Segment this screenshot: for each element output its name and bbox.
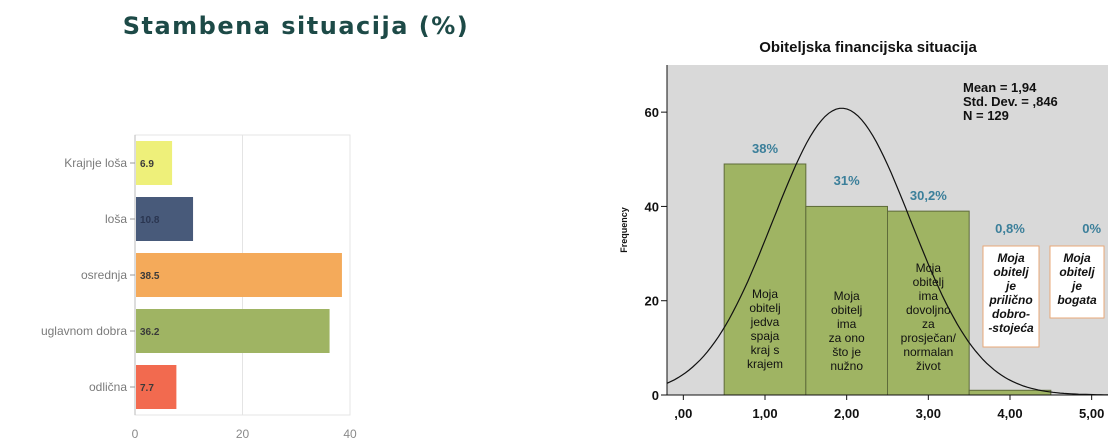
bar-category-line: obitelj	[913, 275, 944, 289]
annotation-line: obitelj	[1059, 265, 1095, 279]
percent-label: 31%	[834, 173, 860, 188]
bar-category-line: ima	[837, 317, 857, 331]
y-tick-label: 40	[645, 199, 659, 214]
bar-category-line: kraj s	[751, 343, 780, 357]
category-label: osrednja	[81, 268, 127, 282]
annotation-line: je	[1070, 279, 1082, 293]
x-tick-label: 3,00	[916, 406, 941, 421]
normal-curve	[666, 107, 1108, 396]
bar-category-line: obitelj	[831, 303, 862, 317]
left-chart-title: Stambena situacija (%)	[122, 12, 470, 40]
x-tick-label: 40	[343, 427, 357, 441]
bar-category-line: život	[916, 359, 941, 373]
bar-category-line: nužno	[830, 359, 863, 373]
bar-category-line: Moja	[834, 289, 860, 303]
bar-category-label: Mcjaobiteljimadovoljnozaprosječan/normal…	[901, 261, 957, 373]
category-label: loša	[105, 212, 127, 226]
category-label: Krajnje loša	[64, 156, 127, 170]
histogram-bar	[968, 389, 1052, 396]
histogram-bar	[887, 210, 970, 396]
data-label: 6.9	[140, 159, 154, 170]
bar-category-line: za ono	[829, 331, 865, 345]
chart-title: Obiteljska financijska situacija	[759, 39, 977, 56]
annotation-line: Moja	[997, 251, 1025, 265]
x-tick-label: ,00	[674, 406, 692, 421]
housing-bar-chart: 0 20 40 Krajnje loša 6.9 loša 10.8 osrednja 38.5…	[41, 134, 357, 441]
annotation-line: prilično	[988, 293, 1032, 307]
x-tick-label: 0	[132, 427, 139, 441]
y-tick-label: 0	[652, 388, 659, 403]
data-label: 38.5	[140, 271, 160, 282]
y-axis-label: Frequency	[619, 207, 629, 253]
bar	[136, 309, 330, 353]
annotation-frame	[1049, 245, 1105, 319]
percent-label: 0,8%	[995, 221, 1025, 236]
annotation-line: dobro-	[992, 307, 1030, 321]
bar	[136, 141, 173, 185]
stats-line: Mean = 1,94	[963, 80, 1037, 95]
annotation-line: je	[1004, 279, 1016, 293]
x-tick-label: 1,00	[752, 406, 777, 421]
data-label: 36.2	[140, 327, 160, 338]
annotation-line: Moja	[1063, 251, 1091, 265]
bar-category-line: što je	[832, 345, 861, 359]
category-label: odlična	[89, 380, 127, 394]
bar-category-line: prosječan/	[901, 331, 957, 345]
x-tick-label: 20	[236, 427, 250, 441]
bar-category-line: normalan	[903, 345, 953, 359]
data-label: 10.8	[140, 215, 160, 226]
bar	[136, 365, 177, 409]
bar-category-line: za	[922, 317, 935, 331]
x-tick-label: 2,00	[834, 406, 859, 421]
annotation-line: bogata	[1057, 293, 1097, 307]
annotation-frame	[982, 245, 1040, 348]
percent-label: 38%	[752, 141, 778, 156]
x-tick-label: 4,00	[997, 406, 1022, 421]
bar	[136, 197, 194, 241]
category-label: uglavnom dobra	[41, 324, 127, 338]
y-tick-label: 60	[645, 105, 659, 120]
annotation-line: obitelj	[993, 265, 1029, 279]
bar-category-line: spaja	[751, 329, 780, 343]
data-label: 7.7	[140, 383, 154, 394]
bar-category-line: dovoljno	[906, 303, 951, 317]
bar-category-line: jedva	[750, 315, 780, 329]
histogram-bar	[805, 205, 888, 396]
percent-label: 0%	[1082, 221, 1101, 236]
y-tick-label: 20	[645, 294, 659, 309]
bar	[136, 253, 342, 297]
bar-category-line: Moja	[752, 287, 778, 301]
bar-category-line: krajem	[747, 357, 783, 371]
bar-category-line: Mcja	[916, 261, 942, 275]
bar-category-line: obitelj	[749, 301, 780, 315]
stats-line: Std. Dev. = ,846	[963, 94, 1058, 109]
stats-line: N = 129	[963, 108, 1009, 123]
percent-label: 30,2%	[910, 188, 947, 203]
x-tick-label: 5,00	[1079, 406, 1104, 421]
annotation-line: -stojeća	[988, 321, 1034, 335]
bar-category-line: ima	[919, 289, 939, 303]
